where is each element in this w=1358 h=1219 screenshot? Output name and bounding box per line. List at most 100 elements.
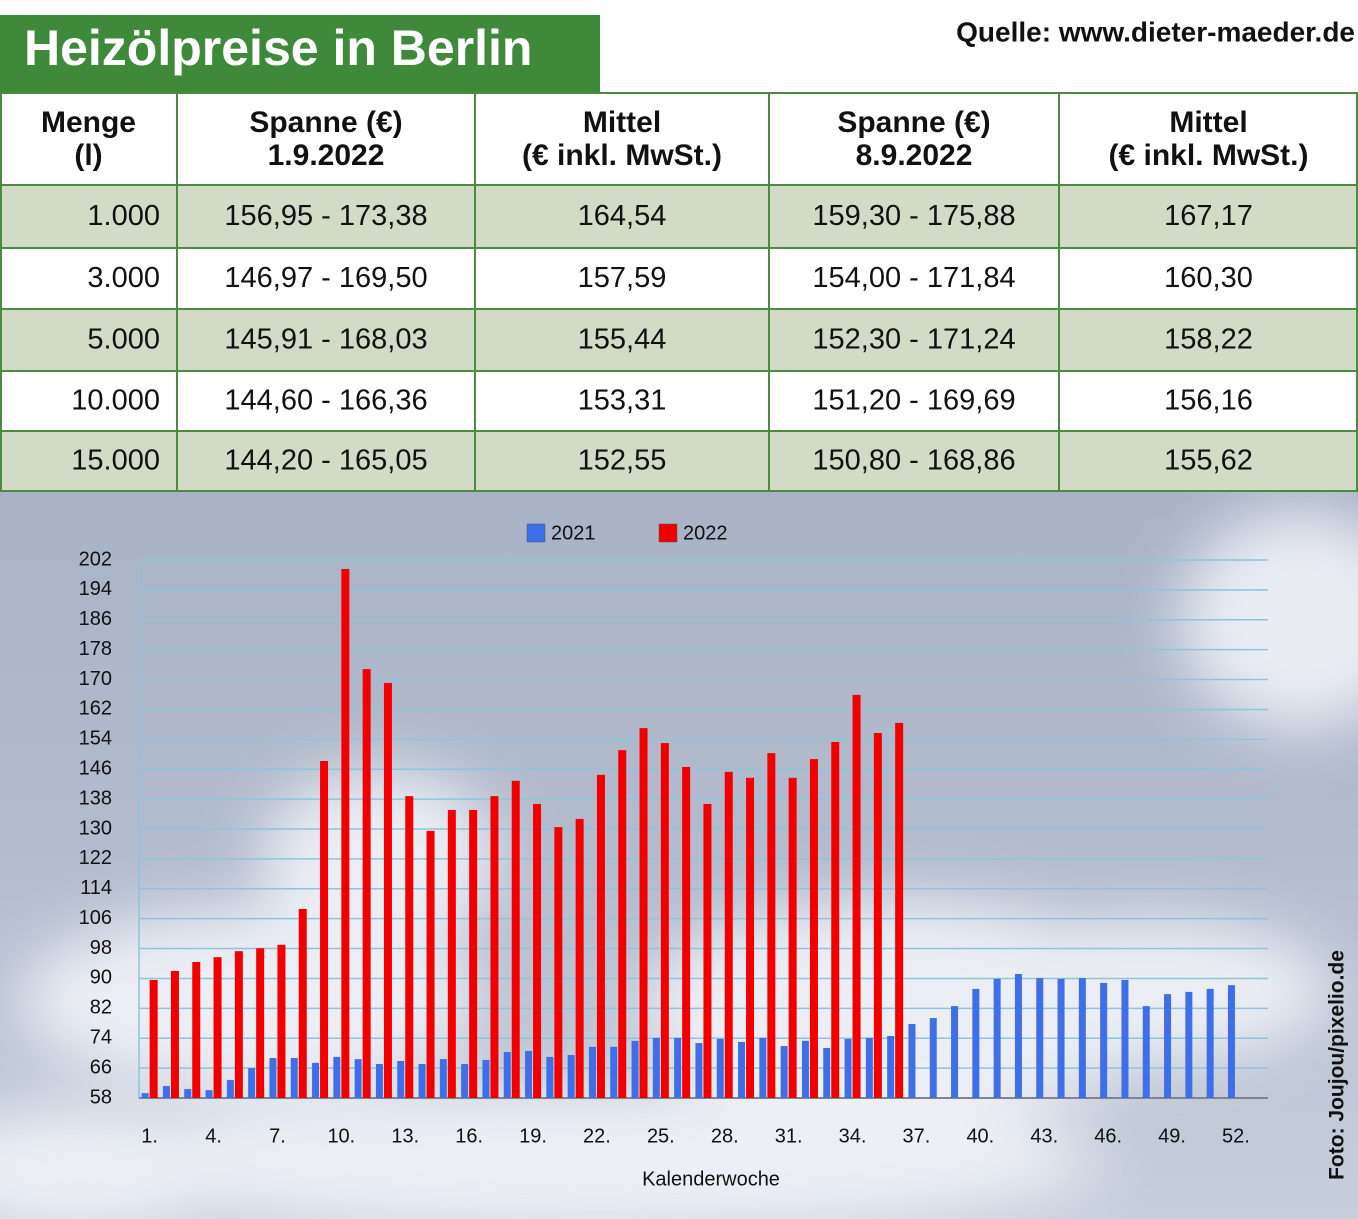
y-tick-label: 58 xyxy=(90,1086,112,1108)
y-tick-label: 178 xyxy=(79,638,112,660)
bar xyxy=(596,774,605,1098)
bar xyxy=(1057,978,1065,1098)
bar xyxy=(908,1024,916,1098)
bar xyxy=(341,568,350,1098)
column-header: 1.9.2022 xyxy=(268,139,385,172)
bar xyxy=(1206,988,1214,1098)
bar xyxy=(873,732,882,1098)
bar xyxy=(418,1064,426,1098)
bar xyxy=(801,1040,809,1098)
x-tick-label: 1. xyxy=(141,1125,158,1147)
table-cell: 164,54 xyxy=(578,200,667,232)
column-header: (l) xyxy=(74,139,102,172)
bar xyxy=(809,759,818,1098)
bar xyxy=(567,1055,575,1098)
table-cell: 152,30 - 171,24 xyxy=(812,324,1015,356)
table-cell: 160,30 xyxy=(1164,262,1253,294)
bar xyxy=(226,1080,234,1098)
bar xyxy=(639,728,648,1098)
bar xyxy=(333,1056,341,1098)
column-header: Mittel xyxy=(1169,106,1247,139)
bar xyxy=(1014,973,1022,1098)
bar xyxy=(618,750,627,1098)
bar xyxy=(951,1006,959,1098)
x-tick-label: 28. xyxy=(711,1125,739,1147)
page-title: Heizölpreise in Berlin xyxy=(24,20,532,76)
bar xyxy=(724,771,733,1098)
table-cell: 144,20 - 165,05 xyxy=(224,445,427,477)
y-tick-label: 154 xyxy=(79,728,112,750)
column-header: Spanne (€) xyxy=(837,106,990,139)
bar xyxy=(354,1059,362,1098)
x-tick-label: 40. xyxy=(966,1125,994,1147)
y-tick-label: 138 xyxy=(79,787,112,809)
bar xyxy=(248,1068,256,1098)
column-header: 8.9.2022 xyxy=(856,139,973,172)
x-tick-label: 43. xyxy=(1030,1125,1058,1147)
bar xyxy=(141,1093,149,1098)
x-tick-label: 25. xyxy=(647,1125,675,1147)
bar xyxy=(1121,979,1129,1098)
bar xyxy=(865,1037,873,1098)
bar xyxy=(533,803,542,1098)
bar xyxy=(312,1062,320,1098)
table-row xyxy=(0,248,1358,309)
bar xyxy=(149,979,158,1098)
bar xyxy=(831,741,840,1098)
y-tick-label: 90 xyxy=(90,967,112,989)
bar xyxy=(660,743,669,1098)
bar xyxy=(439,1059,447,1098)
bar xyxy=(575,818,584,1098)
table-cell: 156,16 xyxy=(1164,385,1253,417)
chart: 58 66 74 82 90 98 106 114 122 130 138 146 154 162 170 1… xyxy=(79,522,1268,1190)
bar xyxy=(895,722,904,1098)
bar xyxy=(767,753,776,1098)
legend-swatch xyxy=(526,523,546,543)
column-header: (€ inkl. MwSt.) xyxy=(522,139,722,172)
legend-label: 2022 xyxy=(683,522,728,544)
bar xyxy=(610,1046,618,1098)
bar xyxy=(823,1047,831,1098)
bar xyxy=(461,1064,469,1098)
bar xyxy=(362,669,371,1098)
table-cell: 158,22 xyxy=(1164,324,1253,356)
table-row xyxy=(0,309,1358,371)
bar xyxy=(682,766,691,1098)
bar xyxy=(447,809,456,1098)
column-header: Mittel xyxy=(583,106,661,139)
bar xyxy=(887,1035,895,1098)
bar xyxy=(993,978,1001,1098)
table-cell: 156,95 - 173,38 xyxy=(224,200,427,232)
bar xyxy=(213,957,222,1098)
x-axis-label: Kalenderwoche xyxy=(642,1168,780,1190)
table-cell: 155,62 xyxy=(1164,445,1253,477)
y-tick-label: 194 xyxy=(79,578,112,600)
bar xyxy=(695,1043,703,1098)
header-row xyxy=(0,93,1358,185)
bar xyxy=(298,908,307,1098)
y-tick-label: 114 xyxy=(80,877,112,899)
bar xyxy=(1036,978,1044,1098)
x-tick-label: 22. xyxy=(583,1125,611,1147)
bar xyxy=(277,944,286,1098)
y-tick-label: 162 xyxy=(79,698,112,720)
x-tick-label: 4. xyxy=(205,1125,222,1147)
y-tick-label: 130 xyxy=(79,817,112,839)
table-row xyxy=(0,371,1358,431)
bar xyxy=(546,1056,554,1098)
bar xyxy=(852,694,861,1098)
table-cell: 3.000 xyxy=(87,262,160,294)
table-cell: 1.000 xyxy=(87,200,160,232)
column-header: Spanne (€) xyxy=(249,106,402,139)
y-tick-label: 66 xyxy=(90,1056,112,1078)
bar xyxy=(588,1046,596,1098)
bar xyxy=(234,951,243,1098)
table-cell: 144,60 - 166,36 xyxy=(224,385,427,417)
bar xyxy=(375,1064,383,1098)
x-tick-label: 31. xyxy=(775,1125,803,1147)
bar xyxy=(525,1050,533,1098)
table-cell: 150,80 - 168,86 xyxy=(812,445,1015,477)
table-cell: 159,30 - 175,88 xyxy=(812,200,1015,232)
